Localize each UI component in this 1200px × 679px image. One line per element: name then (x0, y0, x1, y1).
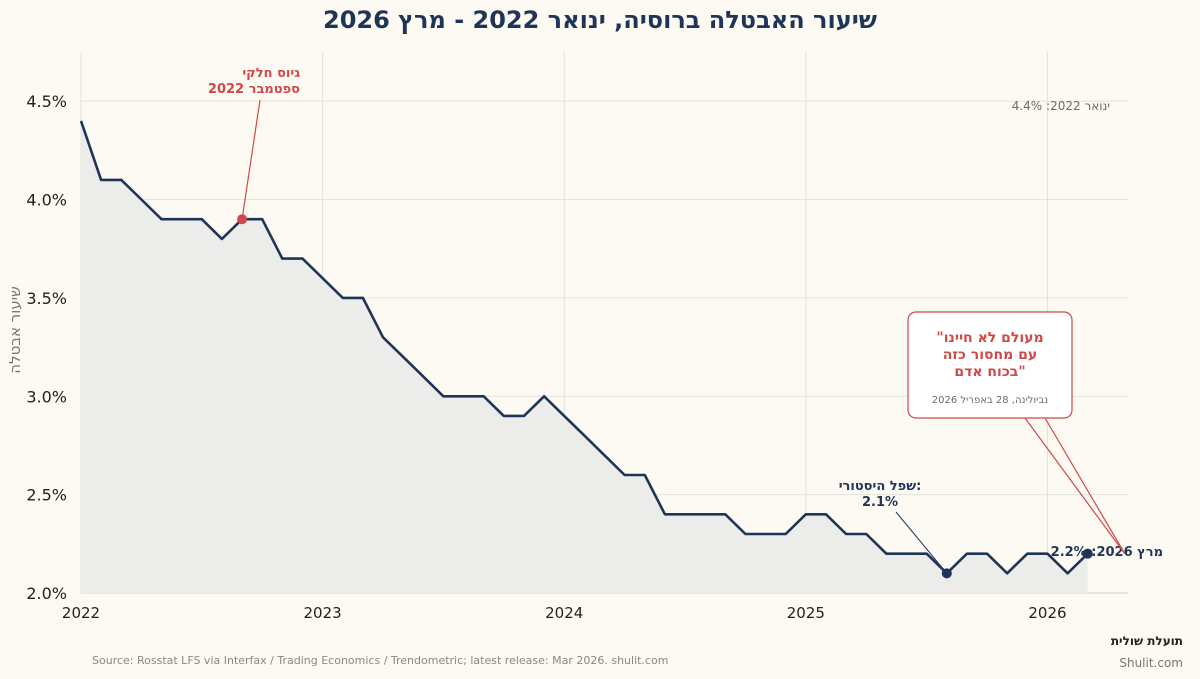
y-tick-label: 4.5% (26, 92, 67, 111)
y-tick-label: 2.0% (26, 584, 67, 603)
end-value-label: מרץ 2026: 2.2% (1051, 545, 1163, 560)
x-tick-label: 2022 (62, 604, 100, 622)
brand-name: תועלת שולית (1111, 634, 1183, 648)
source-note: Source: Rosstat LFS via Interfax / Tradi… (92, 654, 668, 667)
series-line (79, 120, 1089, 575)
low-point (941, 568, 952, 579)
y-tick-label: 4.0% (26, 191, 67, 210)
low-label-line2: 2.1% (862, 495, 898, 510)
quote-line1: "מעולם לא חיינו (936, 330, 1043, 346)
chart-title: שיעור האבטלה ברוסיה, ינואר 2022 - מרץ 20… (323, 6, 877, 34)
low-pointer (895, 511, 948, 574)
end-point (1082, 548, 1093, 559)
x-tick-label: 2026 (1028, 604, 1066, 622)
start-value-label: ינואר 2022: 4.4% (1012, 99, 1110, 113)
axis-ticks: 2.0% 2.5% 3.0% 3.5% 4.0% 4.5% 2022 2023 2024 2025… (26, 92, 1066, 622)
quote-pointer-1 (1024, 417, 1126, 555)
area-fill (81, 120, 1088, 594)
y-axis-label: שיעור אבטלה (6, 286, 24, 373)
quote-line2: עם מחסור כזה (943, 347, 1037, 363)
x-tick-label: 2023 (304, 604, 342, 622)
mobilization-pointer (241, 99, 261, 220)
mobilization-label-line1: גיוס חלקי (242, 66, 300, 81)
quote-attribution: נביולינה, 28 באפריל 2026 (932, 395, 1048, 406)
quote-box (907, 311, 1073, 419)
x-tick-label: 2025 (787, 604, 825, 622)
y-tick-label: 2.5% (26, 486, 67, 505)
quote-line3: בכוח אדם" (954, 364, 1025, 380)
x-tick-label: 2024 (545, 604, 583, 622)
quote-pointer-2 (1044, 417, 1126, 554)
y-tick-label: 3.0% (26, 387, 67, 406)
low-label-line1: שפל היסטורי: (839, 479, 922, 494)
y-tick-label: 3.5% (26, 289, 67, 308)
brand-url: Shulit.com (1119, 656, 1183, 670)
mobilization-point (237, 214, 248, 225)
mobilization-label-line2: ספטמבר 2022 (208, 82, 300, 97)
